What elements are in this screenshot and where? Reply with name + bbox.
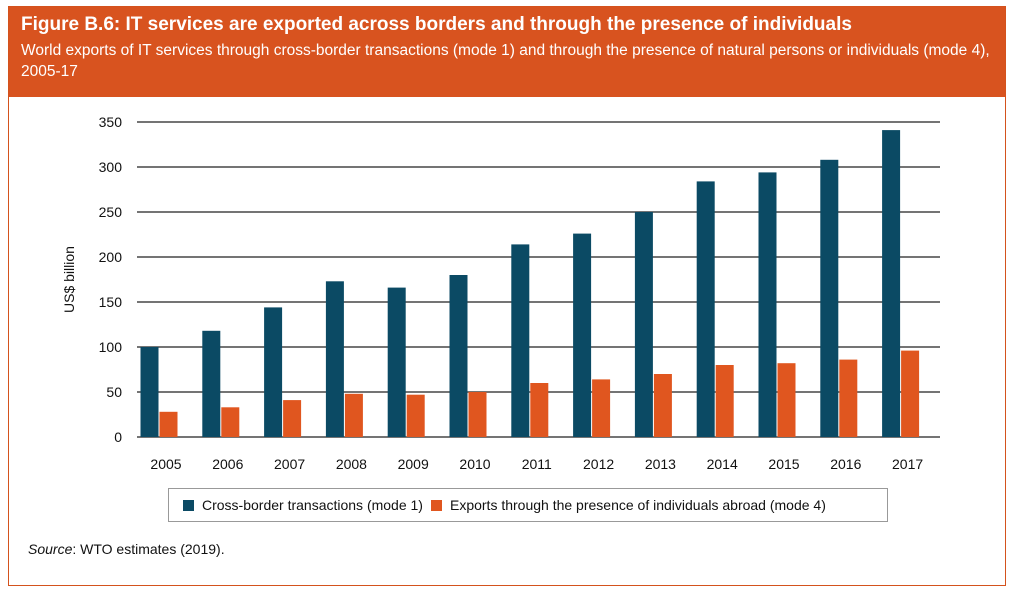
chart-legend: Cross-border transactions (mode 1) Expor… <box>168 488 888 522</box>
bar-mode4 <box>344 393 363 437</box>
x-tick-label: 2013 <box>645 456 676 472</box>
bar-mode4 <box>592 379 611 437</box>
bar-mode1 <box>449 275 468 437</box>
bar-mode4 <box>221 407 240 437</box>
figure-title: Figure B.6: IT services are exported acr… <box>21 14 852 35</box>
legend-swatch-mode4 <box>430 499 442 511</box>
x-tick-label: 2012 <box>583 456 614 472</box>
y-tick-label: 50 <box>106 384 122 400</box>
legend-item-mode1: Cross-border transactions (mode 1) <box>183 497 423 513</box>
bar-mode4 <box>839 359 858 437</box>
legend-label-mode4: Exports through the presence of individu… <box>449 497 826 513</box>
x-tick-label: 2006 <box>212 456 243 472</box>
bar-mode1 <box>634 212 653 437</box>
y-tick-label: 250 <box>99 204 123 220</box>
bar-mode4 <box>468 392 487 437</box>
bar-mode4 <box>901 350 920 437</box>
source-label: Source <box>28 541 73 557</box>
bar-mode4 <box>283 400 302 437</box>
legend-swatch-mode1 <box>183 499 194 511</box>
source-note: Source: WTO estimates (2019). <box>28 541 225 557</box>
y-axis-label: US$ billion <box>61 246 77 313</box>
bar-mode1 <box>387 287 406 437</box>
bar-mode1 <box>820 159 839 438</box>
bar-mode4 <box>530 383 549 437</box>
x-tick-label: 2005 <box>150 456 181 472</box>
x-tick-label: 2017 <box>892 456 923 472</box>
bar-mode4 <box>653 374 672 437</box>
bar-mode4 <box>777 363 796 437</box>
figure-frame: Figure B.6: IT services are exported acr… <box>8 6 1006 586</box>
bar-mode1 <box>573 233 592 437</box>
bar-mode1 <box>882 130 901 437</box>
bar-mode4 <box>406 394 425 437</box>
bar-mode1 <box>140 347 159 437</box>
y-tick-label: 350 <box>99 114 123 130</box>
bar-mode1 <box>696 181 715 437</box>
x-tick-label: 2011 <box>522 456 552 472</box>
x-tick-label: 2016 <box>830 456 861 472</box>
source-text: : WTO estimates (2019). <box>72 541 225 557</box>
legend-item-mode4: Exports through the presence of individu… <box>430 497 826 513</box>
x-tick-label: 2014 <box>707 456 738 472</box>
bar-mode1 <box>511 244 530 437</box>
bar-mode4 <box>159 411 178 437</box>
x-tick-label: 2008 <box>336 456 367 472</box>
figure-subtitle: World exports of IT services through cro… <box>21 42 990 80</box>
y-tick-label: 100 <box>99 339 123 355</box>
x-tick-label: 2010 <box>459 456 490 472</box>
bar-mode1 <box>202 330 221 437</box>
legend-label-mode1: Cross-border transactions (mode 1) <box>202 497 423 513</box>
bar-mode4 <box>715 365 734 437</box>
bar-mode1 <box>325 281 344 437</box>
bar-mode1 <box>264 307 283 437</box>
y-tick-label: 0 <box>114 429 122 445</box>
x-tick-label: 2015 <box>768 456 799 472</box>
figure-header: Figure B.6: IT services are exported acr… <box>9 7 1005 97</box>
x-tick-label: 2007 <box>274 456 305 472</box>
bar-mode1 <box>758 172 777 437</box>
x-tick-label: 2009 <box>398 456 429 472</box>
y-tick-label: 300 <box>99 159 123 175</box>
y-tick-label: 200 <box>99 249 123 265</box>
y-tick-label: 150 <box>99 294 123 310</box>
